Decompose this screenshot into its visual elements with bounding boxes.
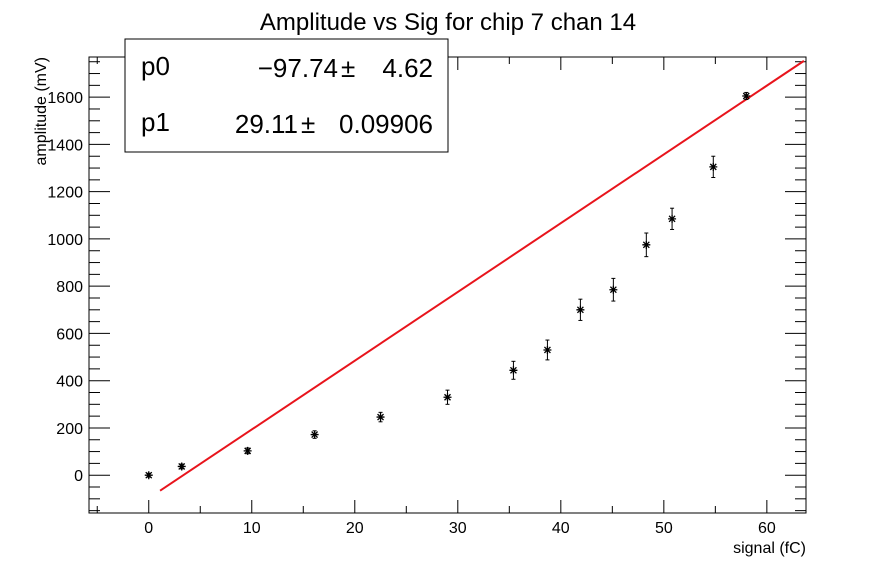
x-tick-label: 20 (346, 520, 364, 537)
star-marker (509, 366, 518, 375)
fit-stats-box: p0 −97.74 ± 4.62 p1 29.11 ± 0.09906 (124, 38, 449, 153)
data-point (509, 360, 518, 380)
stats-p1-name: p1 (141, 107, 170, 137)
x-tick-label: 10 (243, 520, 261, 537)
star-marker (543, 345, 552, 354)
star-marker (443, 393, 452, 402)
data-point (576, 298, 585, 321)
stats-box-frame (124, 38, 449, 153)
data-point (609, 277, 618, 302)
data-point (243, 446, 252, 455)
y-tick-label: 600 (56, 326, 83, 343)
y-axis-title: amplitude (mV) (33, 57, 50, 165)
star-marker (742, 91, 751, 100)
star-marker (576, 305, 585, 314)
x-tick-label: 50 (655, 520, 673, 537)
star-marker (642, 240, 651, 249)
y-axis: 0 200 400 600 800 1000 1200 1400 1600 (47, 61, 806, 512)
y-tick-label: 1600 (47, 90, 83, 107)
y-tick-label: 200 (56, 421, 83, 438)
star-marker (243, 446, 252, 455)
stats-p1-pm: ± (301, 109, 315, 139)
data-point (709, 155, 718, 178)
data-point (742, 91, 751, 101)
fit-line-layer (159, 60, 805, 492)
data-point (144, 471, 153, 480)
data-point (443, 389, 452, 405)
star-marker (177, 462, 186, 471)
x-axis: 0 10 20 30 40 50 60 (96, 57, 776, 537)
stats-p1-error: 0.09906 (339, 109, 433, 139)
fit-line (159, 60, 805, 492)
y-tick-label: 0 (74, 468, 83, 485)
star-marker (668, 214, 677, 223)
star-marker (376, 413, 385, 422)
stats-p1-value: 29.11 (235, 109, 298, 139)
x-tick-label: 30 (449, 520, 467, 537)
star-marker (709, 162, 718, 171)
data-point (177, 462, 186, 471)
y-tick-label: 400 (56, 374, 83, 391)
y-tick-label: 1200 (47, 185, 83, 202)
stats-p0-error: 4.62 (382, 53, 433, 83)
data-point (543, 339, 552, 361)
data-points-layer (144, 91, 751, 480)
data-point (668, 207, 677, 230)
x-axis-title: signal (fC) (733, 540, 806, 557)
chart-title: Amplitude vs Sig for chip 7 chan 14 (260, 9, 636, 36)
stats-p0-pm: ± (341, 53, 355, 83)
y-tick-label: 800 (56, 279, 83, 296)
y-tick-label: 1000 (47, 232, 83, 249)
stats-p0-name: p0 (141, 51, 170, 81)
x-tick-label: 0 (144, 520, 153, 537)
star-marker (609, 285, 618, 294)
data-point (310, 430, 319, 439)
data-point (642, 232, 651, 258)
x-tick-label: 40 (552, 520, 570, 537)
data-point (376, 411, 385, 423)
y-tick-label: 1400 (47, 137, 83, 154)
star-marker (144, 471, 153, 480)
x-tick-label: 60 (758, 520, 776, 537)
stats-p0-value: −97.74 (258, 53, 338, 83)
star-marker (310, 430, 319, 439)
